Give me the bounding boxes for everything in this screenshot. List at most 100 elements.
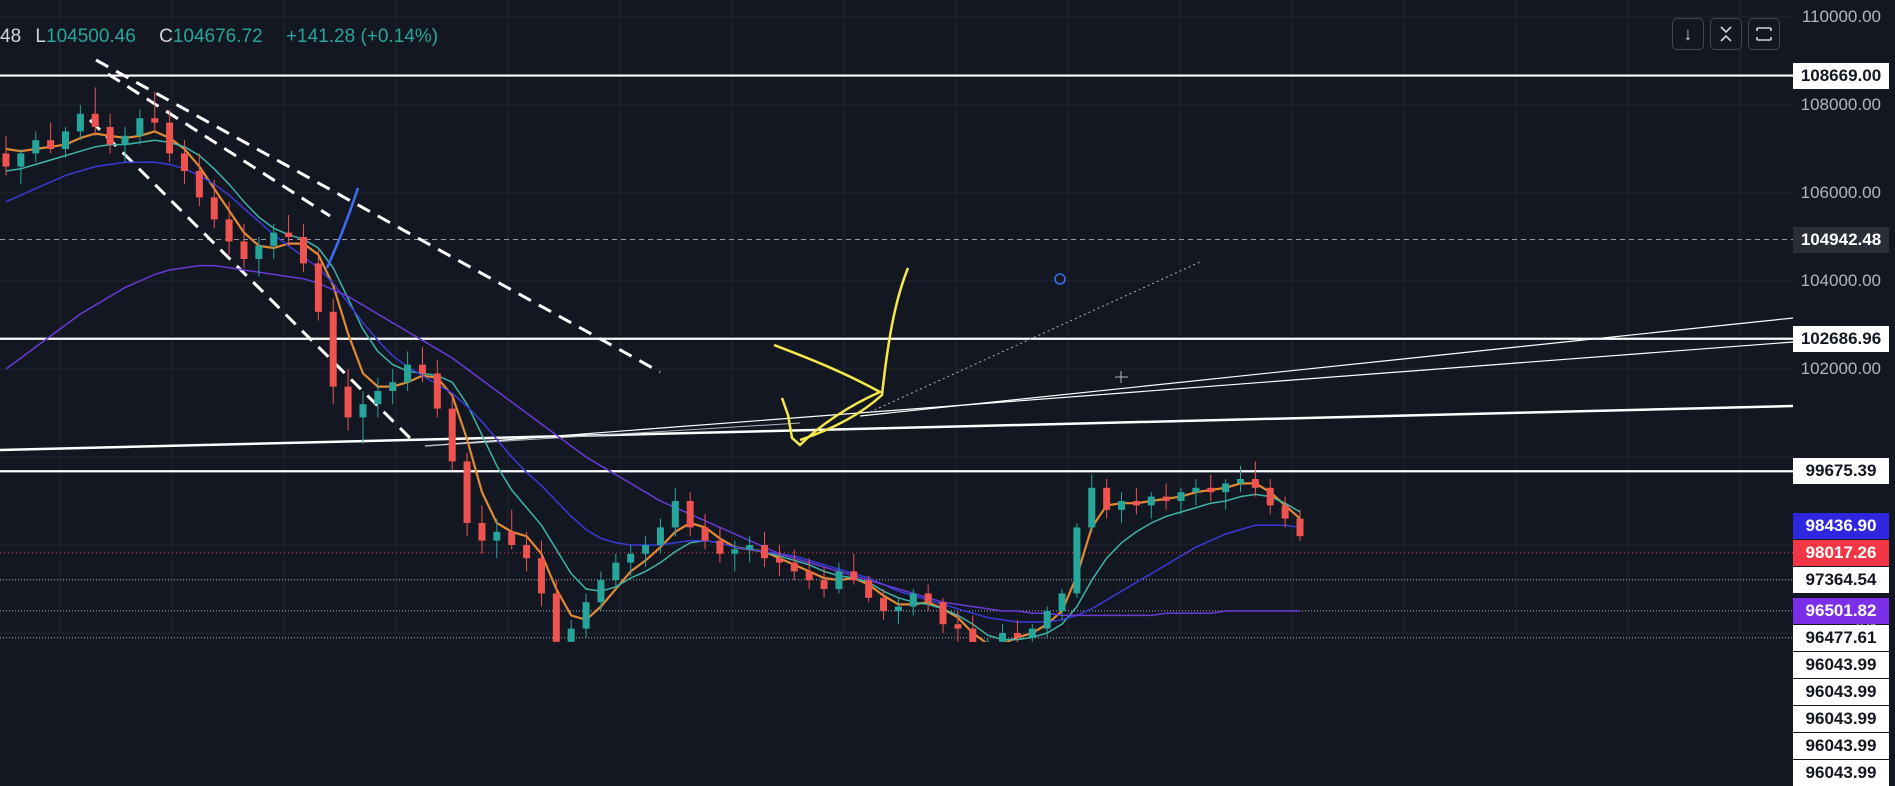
yellow-highlight-marker xyxy=(800,268,908,440)
candle-body xyxy=(806,571,813,580)
candle-body xyxy=(77,114,84,132)
price-label-badge: 96043.99 xyxy=(1793,652,1889,678)
candle-body xyxy=(1237,479,1244,483)
candle-body xyxy=(999,633,1006,642)
price-label-badge: 96477.61 xyxy=(1793,625,1889,651)
candle-body xyxy=(404,365,411,383)
collapse-icon xyxy=(1718,25,1734,43)
candle-body xyxy=(419,365,426,374)
moving-average-line xyxy=(6,266,1300,616)
blue-circle-marker xyxy=(1055,274,1065,284)
fullscreen-button[interactable] xyxy=(1748,18,1780,50)
dashed-trend-line xyxy=(90,120,410,438)
legend-low-key: L xyxy=(35,26,46,48)
candle-body xyxy=(300,237,307,263)
candle-body xyxy=(865,580,872,598)
blue-highlight-marker xyxy=(327,188,358,268)
price-label-badge: 104942.48 xyxy=(1793,227,1889,253)
candle-body xyxy=(553,593,560,641)
candle-body xyxy=(1088,488,1095,528)
candle-body xyxy=(1222,483,1229,492)
candle-body xyxy=(508,532,515,545)
candle-body xyxy=(315,263,322,311)
candle-body xyxy=(1073,527,1080,593)
candle-body xyxy=(895,607,902,611)
candle-body xyxy=(925,593,932,602)
candle-body xyxy=(761,545,768,558)
candle-body xyxy=(166,123,173,154)
candle-body xyxy=(850,571,857,580)
candle-body xyxy=(345,387,352,418)
candle-body xyxy=(597,580,604,602)
price-label-badge: 96043.99 xyxy=(1793,706,1889,732)
candle-body xyxy=(493,532,500,541)
candle-body xyxy=(687,501,694,527)
candle-body xyxy=(523,545,530,558)
candle-body xyxy=(1103,488,1110,510)
candle-body xyxy=(434,373,441,408)
candle-body xyxy=(1059,593,1066,611)
legend-low: L104500.46 xyxy=(35,26,144,48)
candle-body xyxy=(702,527,709,540)
collapse-button[interactable] xyxy=(1710,18,1742,50)
candle-body xyxy=(1192,488,1199,492)
candle-body xyxy=(389,382,396,391)
price-chart[interactable] xyxy=(0,0,1895,642)
candle-body xyxy=(181,153,188,171)
y-tick-label: 108000.00 xyxy=(1801,95,1881,115)
candle-body xyxy=(136,118,143,136)
price-label-badge: 98436.90 xyxy=(1793,513,1889,539)
candle-body xyxy=(1029,629,1036,638)
candle-body xyxy=(1178,492,1185,501)
candle-body xyxy=(107,127,114,145)
candle-body xyxy=(1282,505,1289,518)
trend-line-thin xyxy=(860,318,1793,416)
candles xyxy=(3,87,1304,642)
legend-change: +141.28 (+0.14%) xyxy=(286,26,438,48)
price-label-badge: 96501.82 xyxy=(1793,598,1889,624)
candle-body xyxy=(791,563,798,572)
candle-body xyxy=(240,241,247,259)
candle-body xyxy=(627,554,634,563)
candle-body xyxy=(1267,488,1274,506)
legend-low-value: 104500.46 xyxy=(46,26,136,48)
candle-body xyxy=(1133,501,1140,505)
candle-body xyxy=(1044,611,1051,629)
scroll-down-button[interactable]: ↓ xyxy=(1672,18,1704,50)
candle-body xyxy=(32,140,39,153)
candle-body xyxy=(954,624,961,628)
candle-body xyxy=(612,563,619,581)
candle-body xyxy=(464,461,471,523)
candle-body xyxy=(1207,488,1214,492)
candle-body xyxy=(17,153,24,166)
candle-body xyxy=(568,629,575,642)
drawings xyxy=(0,60,1793,450)
candle-body xyxy=(880,598,887,611)
dotted-trend-line xyxy=(870,262,1200,412)
candle-body xyxy=(121,136,128,145)
price-label-badge: 96043.99 xyxy=(1793,733,1889,759)
candle-body xyxy=(746,545,753,549)
legend-lead: 48 xyxy=(0,26,21,48)
candle-body xyxy=(672,501,679,527)
candle-body xyxy=(47,140,54,149)
legend-close: C104676.72 xyxy=(159,26,272,48)
price-label-badge: 96043.99 xyxy=(1793,679,1889,705)
candle-body xyxy=(776,558,783,562)
moving-averages xyxy=(6,131,1300,642)
candle-body xyxy=(1014,633,1021,637)
y-tick-label: 104000.00 xyxy=(1801,271,1881,291)
candle-body xyxy=(255,246,262,259)
arrow-down-icon: ↓ xyxy=(1684,24,1693,45)
candle-body xyxy=(940,602,947,624)
candle-body xyxy=(270,233,277,246)
candle-body xyxy=(211,197,218,219)
grid xyxy=(0,0,1793,642)
y-tick-label: 110000.00 xyxy=(1802,7,1881,27)
candle-body xyxy=(642,545,649,554)
horizontal-levels xyxy=(0,76,1793,642)
candle-body xyxy=(1297,519,1304,537)
candle-body xyxy=(151,118,158,122)
candle-body xyxy=(1252,479,1259,488)
candle-body xyxy=(657,527,664,545)
